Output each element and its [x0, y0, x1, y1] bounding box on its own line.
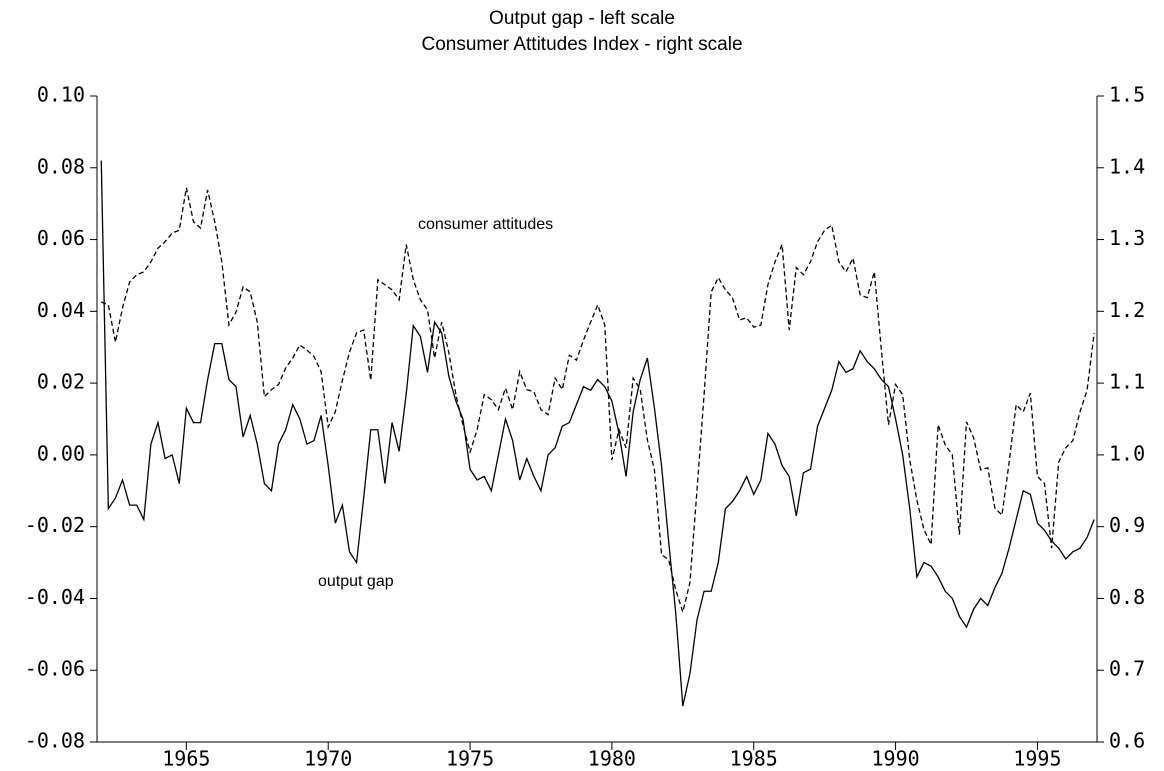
- y2-tick-label: 0.7: [1109, 657, 1145, 681]
- y-tick-label: -0.06: [25, 657, 85, 681]
- x-tick-label: 1975: [446, 747, 494, 771]
- series-line: [100, 160, 1095, 707]
- y-tick-label: 0.00: [37, 441, 85, 465]
- x-tick-label: 1980: [588, 747, 636, 771]
- y-tick-label: 0.08: [37, 154, 85, 178]
- y2-tick-label: 1.0: [1109, 441, 1145, 465]
- chart-title: Output gap - left scale: [489, 8, 675, 29]
- y-tick-label: 0.10: [37, 83, 85, 107]
- chart-subtitle: Consumer Attitudes Index - right scale: [421, 34, 742, 55]
- y2-tick-label: 1.1: [1109, 370, 1145, 394]
- x-tick-label: 1990: [871, 747, 919, 771]
- y2-tick-label: 0.6: [1109, 729, 1145, 753]
- y2-tick-label: 1.3: [1109, 226, 1145, 250]
- y2-tick-label: 0.9: [1109, 513, 1145, 537]
- y-tick-label: -0.08: [25, 729, 85, 753]
- y-tick-label: 0.06: [37, 226, 85, 250]
- y-tick-label: -0.02: [25, 513, 85, 537]
- annotation: output gap: [318, 573, 394, 590]
- y2-tick-label: 1.2: [1109, 298, 1145, 322]
- y-tick-label: 0.02: [37, 370, 85, 394]
- series-line: [101, 187, 1095, 615]
- annotation: consumer attitudes: [418, 216, 553, 233]
- x-tick-label: 1985: [730, 747, 778, 771]
- x-tick-label: 1970: [304, 747, 352, 771]
- x-tick-label: 1965: [162, 747, 210, 771]
- y2-tick-label: 0.8: [1109, 585, 1145, 609]
- y-tick-label: -0.04: [25, 585, 85, 609]
- y2-tick-label: 1.5: [1109, 83, 1145, 107]
- y2-tick-label: 1.4: [1109, 154, 1145, 178]
- y-tick-label: 0.04: [37, 298, 85, 322]
- x-tick-label: 1995: [1013, 747, 1061, 771]
